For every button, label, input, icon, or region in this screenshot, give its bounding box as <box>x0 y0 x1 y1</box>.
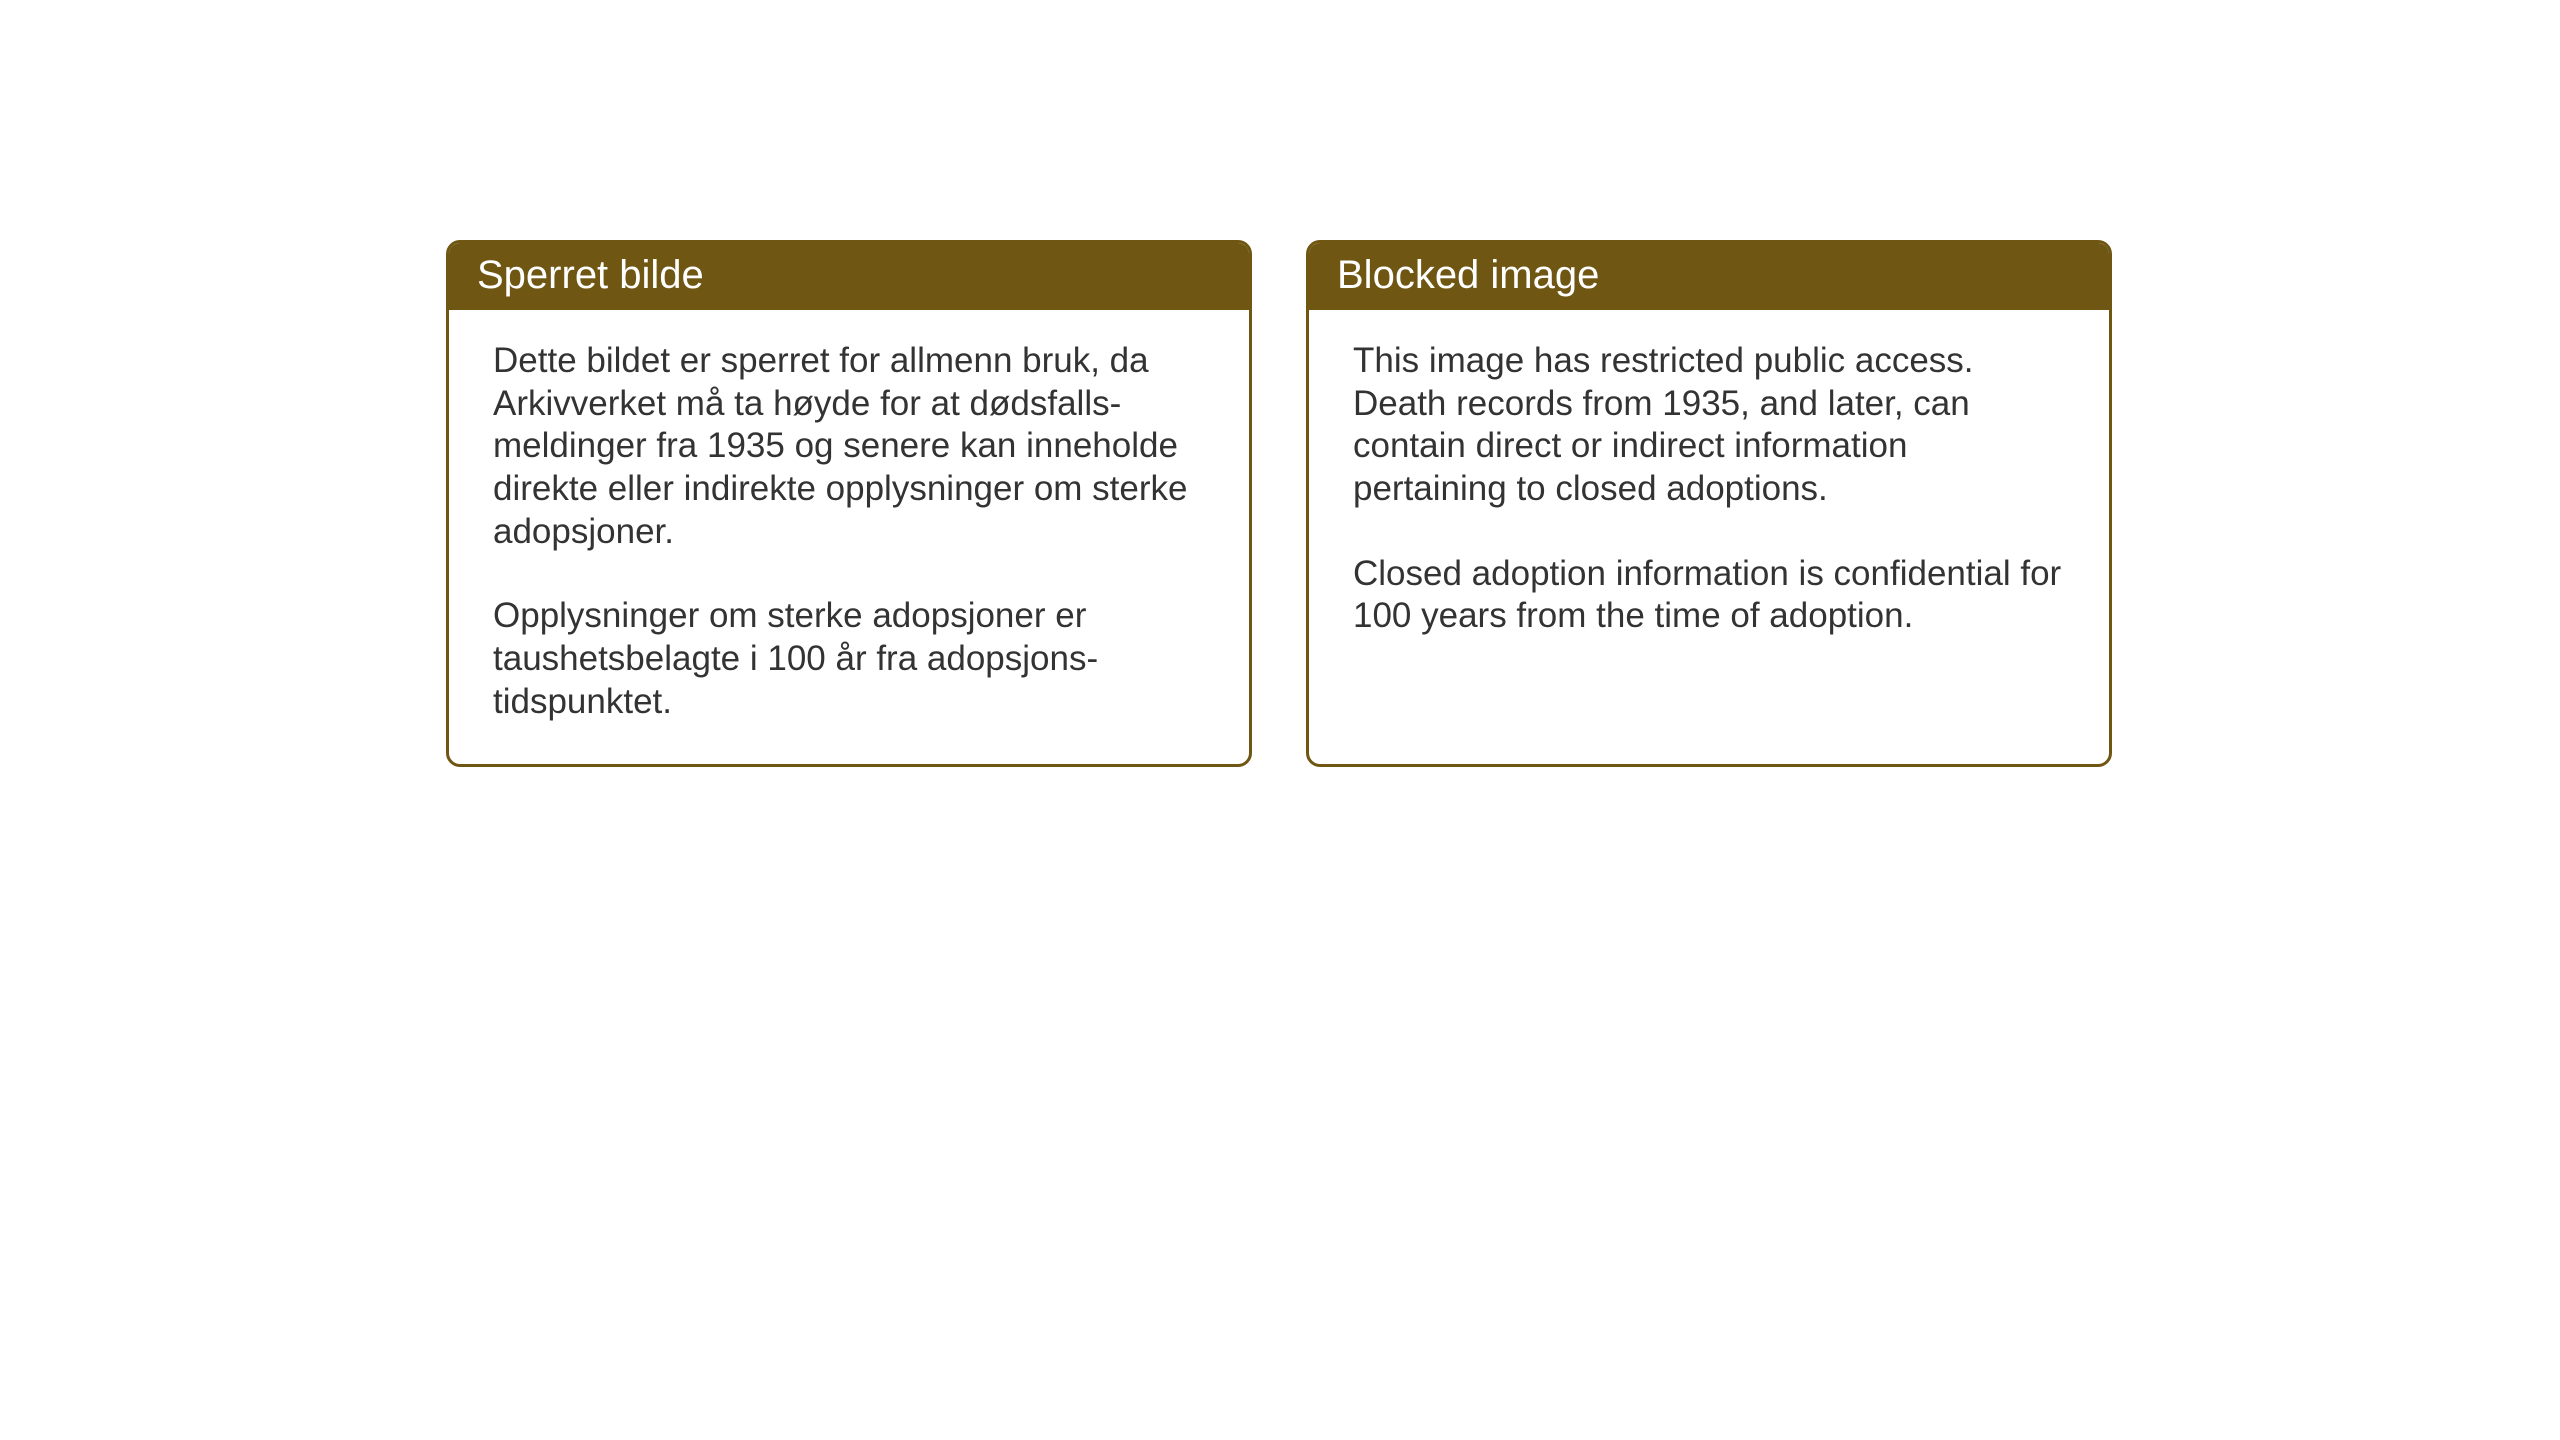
card-header-norwegian: Sperret bilde <box>449 243 1249 310</box>
card-paragraph: Closed adoption information is confident… <box>1353 553 2065 638</box>
card-title: Blocked image <box>1337 253 1599 297</box>
notice-container: Sperret bilde Dette bildet er sperret fo… <box>446 240 2112 767</box>
card-body-norwegian: Dette bildet er sperret for allmenn bruk… <box>449 310 1249 764</box>
notice-card-norwegian: Sperret bilde Dette bildet er sperret fo… <box>446 240 1252 767</box>
card-paragraph: This image has restricted public access.… <box>1353 340 2065 511</box>
card-body-english: This image has restricted public access.… <box>1309 310 2109 678</box>
card-paragraph: Opplysninger om sterke adopsjoner er tau… <box>493 595 1205 723</box>
card-header-english: Blocked image <box>1309 243 2109 310</box>
card-title: Sperret bilde <box>477 253 704 297</box>
card-paragraph: Dette bildet er sperret for allmenn bruk… <box>493 340 1205 553</box>
notice-card-english: Blocked image This image has restricted … <box>1306 240 2112 767</box>
